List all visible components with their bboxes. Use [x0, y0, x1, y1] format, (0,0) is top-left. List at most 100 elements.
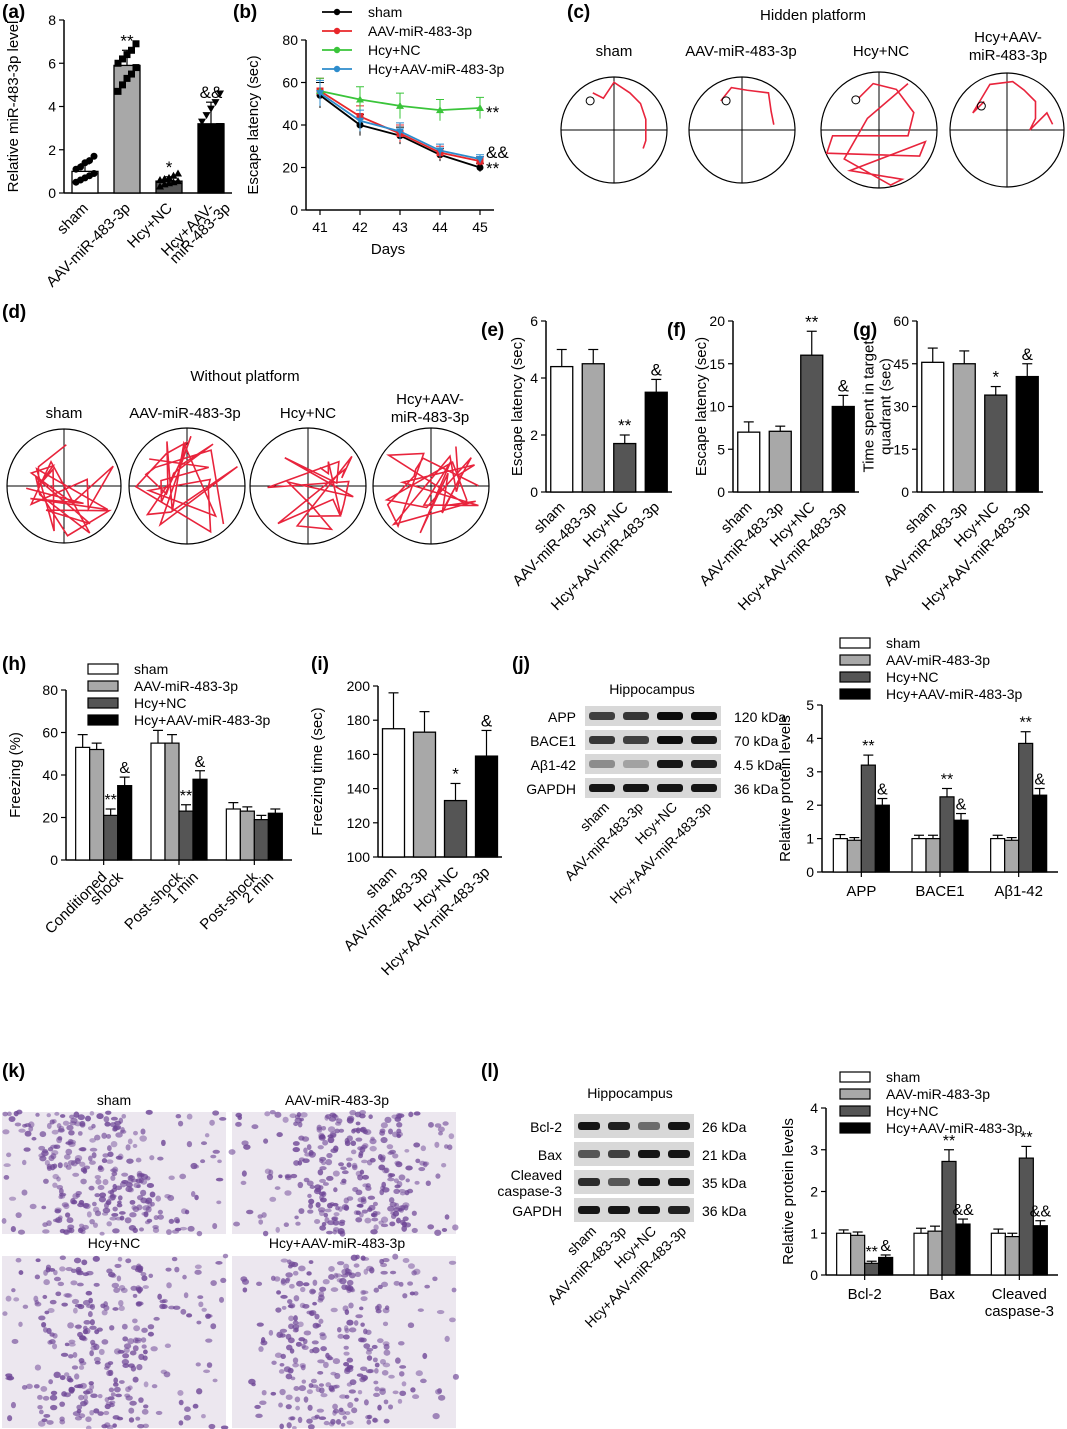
a-data-point [119, 55, 126, 63]
histology-cell [288, 1315, 295, 1322]
maze-platform [851, 95, 861, 105]
histology-cell [118, 1299, 124, 1307]
histology-cell [215, 1261, 223, 1265]
histology-cell [22, 1159, 27, 1166]
histology-cell [343, 1204, 350, 1211]
histology-cell [217, 1159, 222, 1164]
maze-swim-trace [592, 81, 647, 149]
histology-cell [132, 1318, 138, 1324]
histology-cell [85, 1115, 92, 1122]
histology-cell [161, 1139, 166, 1147]
histology-cell [102, 1153, 109, 1158]
histology-cell [200, 1159, 206, 1164]
histology-cell [108, 1387, 115, 1393]
histology-cell [292, 1362, 299, 1368]
histology-cell [104, 1121, 111, 1127]
histology-cell [398, 1189, 406, 1193]
h-bar [253, 819, 269, 861]
histology-cell [333, 1212, 340, 1217]
histology-cell [333, 1272, 339, 1279]
j-blot-strip [585, 730, 721, 750]
histology-cell [71, 1365, 79, 1370]
histology-cell [61, 1391, 67, 1397]
histology-cell [442, 1121, 449, 1126]
histology-cell [340, 1422, 346, 1427]
histology-cell [16, 1109, 23, 1115]
histology-cell [355, 1170, 363, 1177]
histology-cell [160, 1369, 168, 1375]
histology-cell [285, 1333, 292, 1340]
histology-cell [38, 1315, 46, 1321]
histology-cell [334, 1128, 340, 1134]
histology-cell [103, 1410, 110, 1416]
histology-cell [92, 1255, 100, 1262]
histology-cell [371, 1344, 378, 1350]
h-bar [150, 742, 166, 861]
a-annotation: ** [120, 31, 134, 50]
histology-cell [374, 1386, 380, 1392]
histology-cell [153, 1316, 160, 1321]
histology-cell [256, 1281, 263, 1287]
histology-cell [113, 1377, 118, 1384]
histology-cell [330, 1371, 337, 1376]
h-bar [178, 810, 194, 861]
histology-cell [382, 1362, 391, 1368]
f-ytick-label: 20 [709, 313, 725, 329]
l-annotation: && [1030, 1204, 1052, 1221]
a-bar [113, 64, 141, 194]
histology-cell [83, 1320, 91, 1325]
histology-cell [279, 1423, 285, 1429]
c-label-hcyaav-line2: miR-483-3p [969, 47, 1047, 64]
d-label-hcyaav-line2: miR-483-3p [391, 409, 469, 426]
histology-cell [297, 1416, 303, 1424]
b-ytick-label: 40 [282, 117, 298, 133]
histology-cell [196, 1320, 202, 1325]
histology-cell [165, 1267, 172, 1272]
histology-cell [132, 1143, 138, 1149]
histology-cell [101, 1339, 109, 1345]
g-annotation: & [1022, 345, 1034, 364]
b-ytick-label: 60 [282, 75, 298, 91]
histology-cell [269, 1109, 276, 1115]
histology-cell [200, 1141, 208, 1146]
histology-cell [109, 1194, 117, 1198]
histology-cell [392, 1390, 399, 1395]
histology-cell [420, 1145, 427, 1152]
j-legend-swatch [839, 688, 871, 700]
histology-cell [105, 1401, 114, 1406]
histology-cell [329, 1131, 337, 1138]
histology-cell [53, 1371, 61, 1379]
histology-cell [77, 1331, 83, 1338]
j-bar [1004, 839, 1020, 873]
histology-cell [96, 1113, 104, 1120]
histology-cell [356, 1373, 364, 1377]
histology-cell [380, 1216, 389, 1223]
histology-cell [332, 1170, 340, 1177]
g-ylabel: Time spent in target [861, 340, 878, 473]
histology-cell [90, 1339, 96, 1346]
histology-cell [350, 1149, 357, 1155]
histology-cell [285, 1174, 290, 1179]
histology-cell [39, 1131, 47, 1138]
histology-cell [117, 1256, 123, 1262]
histology-cell [366, 1355, 373, 1361]
histology-cell [115, 1155, 123, 1160]
j-blot-band [623, 712, 649, 720]
histology-cell [114, 1263, 122, 1269]
histology-cell [351, 1407, 358, 1414]
histology-cell [399, 1365, 407, 1369]
histology-cell [201, 1413, 206, 1419]
histology-cell [441, 1163, 447, 1168]
l-blot-band [668, 1122, 690, 1130]
histology-cell [366, 1419, 372, 1425]
a-data-point [211, 99, 220, 107]
histology-cell [53, 1269, 58, 1276]
histology-cell [358, 1337, 365, 1343]
histology-cell [142, 1423, 149, 1429]
histology-cell [322, 1278, 330, 1285]
l-legend-swatch [839, 1071, 871, 1083]
histology-cell [67, 1322, 74, 1329]
histology-cell [2, 1129, 10, 1135]
l-ytick-label: 3 [810, 1142, 818, 1158]
